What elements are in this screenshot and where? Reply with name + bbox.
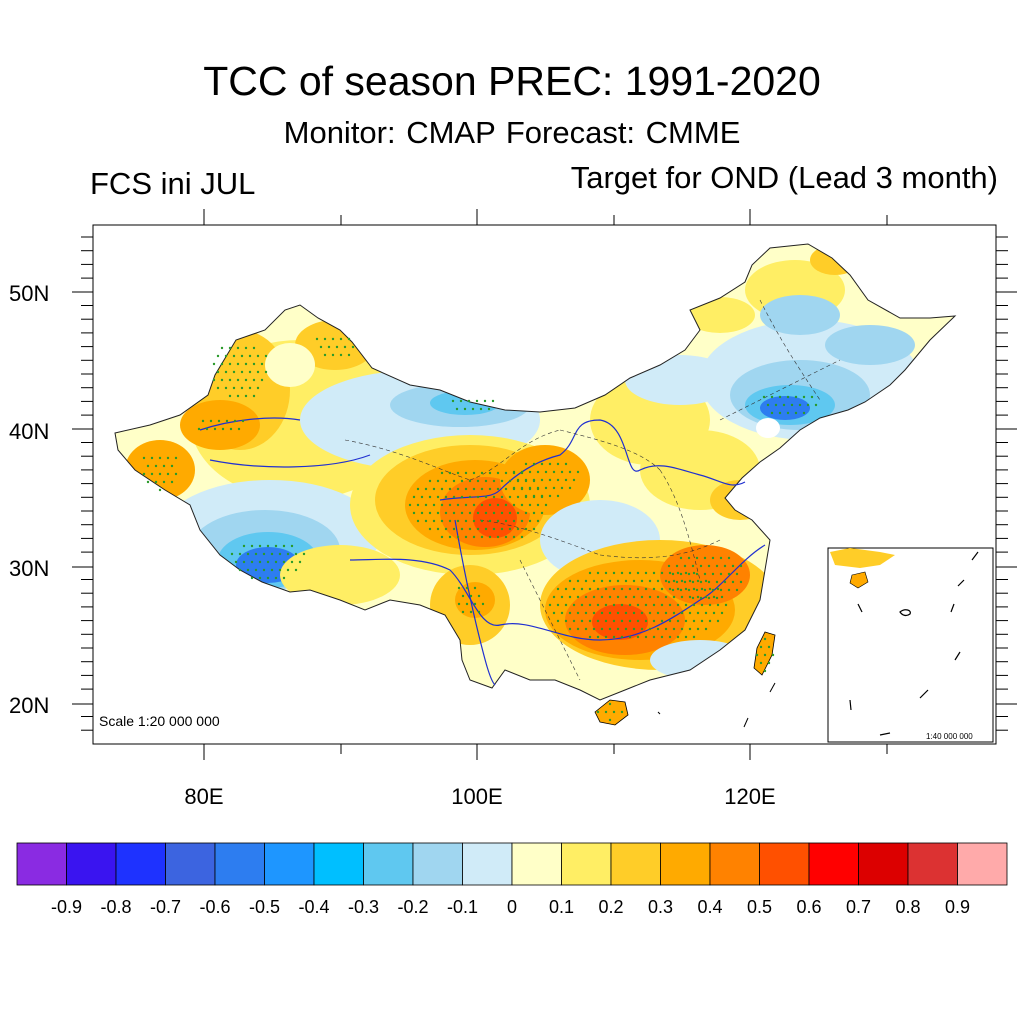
- colorbar-label: -0.8: [100, 897, 131, 917]
- lat-label-30n: 30N: [9, 556, 49, 581]
- lon-label-120e: 120E: [724, 784, 775, 809]
- colorbar-label: 0.4: [697, 897, 722, 917]
- lon-label-80e: 80E: [184, 784, 223, 809]
- bohai-sea: [756, 418, 780, 438]
- taiwan-island: [753, 631, 776, 676]
- china-border: [114, 243, 957, 701]
- colorbar-swatch: [511, 842, 562, 886]
- south-china-sea-inset: 1:40 000 000: [827, 547, 994, 743]
- inset-scale-label: 1:40 000 000: [926, 732, 973, 741]
- colorbar-swatch: [808, 842, 859, 886]
- lon-label-100e: 100E: [451, 784, 502, 809]
- colorbar-label: 0.2: [598, 897, 623, 917]
- colorbar-swatch: [759, 842, 810, 886]
- colorbar-swatch: [561, 842, 612, 886]
- colorbar-label: 0.9: [945, 897, 970, 917]
- colorbar-swatch: [957, 842, 1008, 886]
- colorbar-label: 0.1: [549, 897, 574, 917]
- colorbar-swatch: [907, 842, 958, 886]
- chart-title: TCC of season PREC: 1991-2020: [203, 58, 821, 104]
- init-label: FCS ini JUL: [90, 166, 256, 201]
- colorbar-label: -0.7: [150, 897, 181, 917]
- colorbar-label: 0.6: [796, 897, 821, 917]
- colorbar-swatch: [16, 842, 67, 886]
- colorbar-label: -0.9: [51, 897, 82, 917]
- colorbar-label: -0.3: [348, 897, 379, 917]
- hainan-island: [594, 699, 629, 726]
- small-islands: [657, 682, 776, 728]
- colorbar-label: 0.8: [895, 897, 920, 917]
- colorbar-swatch: [66, 842, 117, 886]
- colorbar-swatch: [412, 842, 463, 886]
- lat-label-20n: 20N: [9, 693, 49, 718]
- chart-subtitle: Monitor: CMAP Forecast: CMME: [283, 115, 741, 150]
- colorbar-swatch: [363, 842, 414, 886]
- lat-label-40n: 40N: [9, 419, 49, 444]
- province-borders: [344, 299, 841, 681]
- colorbar-swatch: [313, 842, 364, 886]
- colorbar-label: -0.6: [199, 897, 230, 917]
- rivers: [199, 417, 766, 686]
- colorbar-label: -0.2: [397, 897, 428, 917]
- colorbar-swatch: [264, 842, 315, 886]
- colorbar-label: 0: [507, 897, 517, 917]
- axis-ticks: [72, 209, 1017, 760]
- colorbar-label: 0.7: [846, 897, 871, 917]
- colorbar-swatch: [165, 842, 216, 886]
- colorbar-label: 0.3: [648, 897, 673, 917]
- lat-label-50n: 50N: [9, 281, 49, 306]
- colorbar-swatch: [214, 842, 265, 886]
- colorbar-label: 0.5: [747, 897, 772, 917]
- scale-label: Scale 1:20 000 000: [99, 713, 220, 729]
- colorbar-swatch: [709, 842, 760, 886]
- colorbar-swatch: [610, 842, 661, 886]
- colorbar-label: -0.5: [249, 897, 280, 917]
- colorbar-label: -0.4: [298, 897, 329, 917]
- target-label: Target for OND (Lead 3 month): [570, 160, 998, 195]
- significance-stippling: [142, 337, 818, 722]
- colorbar-swatch: [115, 842, 166, 886]
- colorbar-swatch: [462, 842, 513, 886]
- colorbar-swatch: [660, 842, 711, 886]
- colorbar-swatch: [858, 842, 909, 886]
- colorbar-label: -0.1: [447, 897, 478, 917]
